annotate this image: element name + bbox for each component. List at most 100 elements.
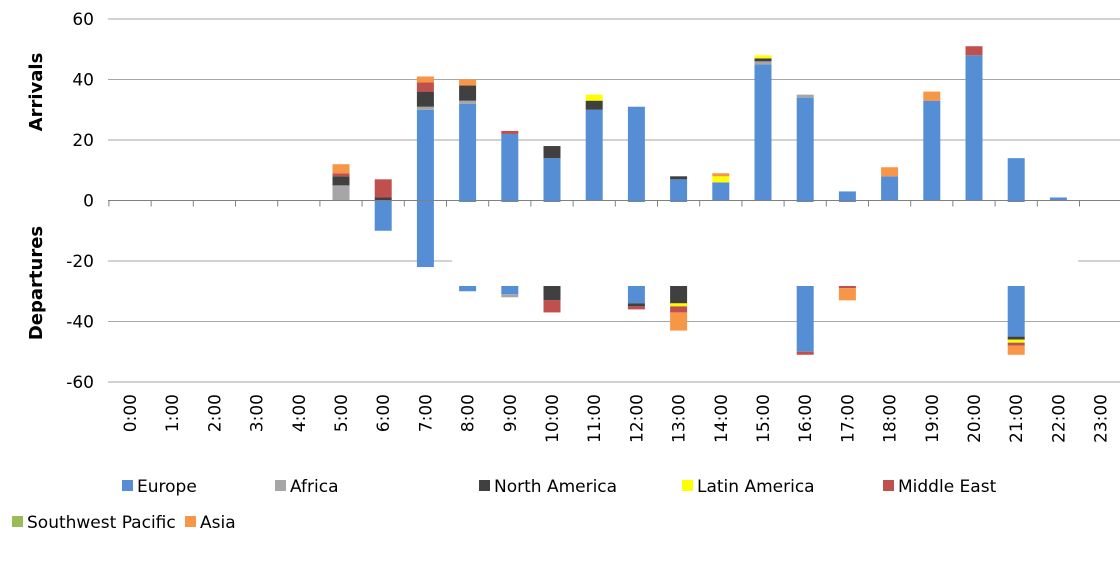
legend-label: North America: [494, 477, 617, 497]
bar-departures-north-america: [627, 303, 645, 307]
bar-arrivals-middle-east: [965, 46, 983, 56]
bar-arrivals-europe: [501, 133, 519, 201]
x-tick-label: 8:00: [459, 394, 479, 432]
x-tick-label: 3:00: [248, 394, 268, 432]
bar-arrivals-middle-east: [501, 130, 519, 134]
plot-mask: [452, 202, 1078, 286]
bar-arrivals-north-america: [585, 100, 603, 110]
bar-departures-north-america: [1007, 336, 1025, 340]
x-tick-label: 19:00: [923, 394, 943, 443]
bar-arrivals-europe: [1007, 158, 1025, 201]
bar-arrivals-asia: [712, 173, 730, 177]
x-tick-label: 15:00: [754, 394, 774, 443]
bar-arrivals-asia: [881, 167, 899, 177]
x-tick-label: 11:00: [585, 394, 605, 443]
axes: [108, 200, 1120, 207]
overlay-mask: [452, 202, 1078, 286]
bar-arrivals-africa: [754, 61, 772, 65]
bar-arrivals-north-america: [543, 146, 561, 159]
legend-label: Southwest Pacific: [27, 513, 176, 533]
legend-swatch-north-america: [479, 480, 490, 491]
x-tick-label: 5:00: [332, 394, 352, 432]
bar-arrivals-asia: [332, 164, 350, 174]
bar-departures-europe: [374, 200, 392, 231]
bar-arrivals-europe: [754, 64, 772, 201]
legend-label: Middle East: [898, 477, 997, 497]
y-tick-labels: 60 40 20 0 -20 -40 -60: [66, 10, 94, 393]
x-tick-label: 23:00: [1092, 394, 1112, 443]
bar-arrivals-middle-east: [374, 179, 392, 198]
x-tick-label: 20:00: [965, 394, 985, 443]
bar-arrivals-africa: [416, 106, 434, 110]
legend-label: Europe: [137, 477, 197, 497]
bar-arrivals-north-america: [459, 85, 477, 101]
bar-arrivals-europe: [881, 176, 899, 201]
bar-arrivals-north-america: [416, 91, 434, 107]
y-tick-label: 0: [83, 192, 94, 212]
y-axis-title-departures: Departures: [26, 226, 47, 340]
y-tick-label: -40: [66, 313, 94, 333]
bar-arrivals-africa: [332, 185, 350, 201]
bar-arrivals-middle-east: [332, 173, 350, 177]
x-tick-label: 4:00: [290, 394, 310, 432]
bar-arrivals-europe: [796, 97, 814, 201]
gridlines: [108, 18, 1120, 383]
bar-arrivals-europe: [923, 100, 941, 201]
bar-departures-middle-east: [543, 300, 561, 313]
bar-departures-middle-east: [838, 285, 856, 289]
legend-swatch-latin-america: [682, 480, 693, 491]
bar-arrivals-latin-america: [712, 176, 730, 183]
bar-departures-middle-east: [670, 306, 688, 313]
bar-arrivals-europe: [712, 182, 730, 201]
bar-arrivals-africa: [459, 100, 477, 104]
x-tick-label: 17:00: [838, 394, 858, 443]
bar-departures-north-america: [543, 285, 561, 301]
x-tick-label: 14:00: [712, 394, 732, 443]
bar-departures-asia: [838, 288, 856, 301]
bar-arrivals-latin-america: [585, 94, 603, 101]
legend-label: Latin America: [697, 477, 815, 497]
bar-departures-latin-america: [670, 303, 688, 307]
bar-departures-europe: [416, 200, 434, 268]
bar-arrivals-latin-america: [754, 55, 772, 59]
bar-arrivals-north-america: [332, 176, 350, 186]
y-tick-label: 60: [72, 10, 94, 30]
bar-arrivals-europe: [670, 179, 688, 201]
bar-departures-asia: [1007, 345, 1025, 355]
y-tick-label: 20: [72, 131, 94, 151]
x-tick-label: 2:00: [205, 394, 225, 432]
y-axis-title-arrivals: Arrivals: [26, 53, 47, 132]
x-tick-label: 12:00: [627, 394, 647, 443]
bar-departures-middle-east: [1007, 342, 1025, 346]
x-tick-label: 16:00: [796, 394, 816, 443]
bar-arrivals-europe: [459, 103, 477, 201]
x-tick-labels: 0:00 1:00 2:00 3:00 4:00 5:00 6:00 7:00 8:00 9:00…: [121, 394, 1112, 443]
bar-arrivals-europe: [627, 106, 645, 201]
y-tick-label: 40: [72, 71, 94, 91]
bar-arrivals-asia: [923, 91, 941, 101]
y-tick-label: -60: [66, 373, 94, 393]
x-tick-label: 21:00: [1007, 394, 1027, 443]
bar-departures-middle-east: [796, 351, 814, 355]
bar-arrivals-europe: [965, 55, 983, 201]
legend-swatch-africa: [275, 480, 286, 491]
bar-departures-africa: [501, 294, 519, 298]
x-tick-label: 6:00: [374, 394, 394, 432]
bar-arrivals-europe: [416, 109, 434, 201]
legend-swatch-asia: [185, 516, 196, 527]
bar-departures-latin-america: [1007, 339, 1025, 343]
legend-label: Africa: [290, 477, 339, 497]
y-tick-label: -20: [66, 252, 94, 272]
bar-arrivals-north-america: [754, 58, 772, 62]
bar-arrivals-europe: [1049, 197, 1067, 201]
bar-arrivals-north-america: [670, 176, 688, 180]
legend: Europe Africa North America Latin America Mi…: [12, 477, 997, 533]
x-tick-label: 9:00: [501, 394, 521, 432]
bar-departures-north-america: [670, 285, 688, 304]
legend-swatch-southwest-pacific: [12, 516, 23, 527]
bar-arrivals-africa: [796, 94, 814, 98]
legend-swatch-middle-east: [883, 480, 894, 491]
bar-arrivals-middle-east: [416, 82, 434, 92]
bar-departures-middle-east: [627, 306, 645, 310]
